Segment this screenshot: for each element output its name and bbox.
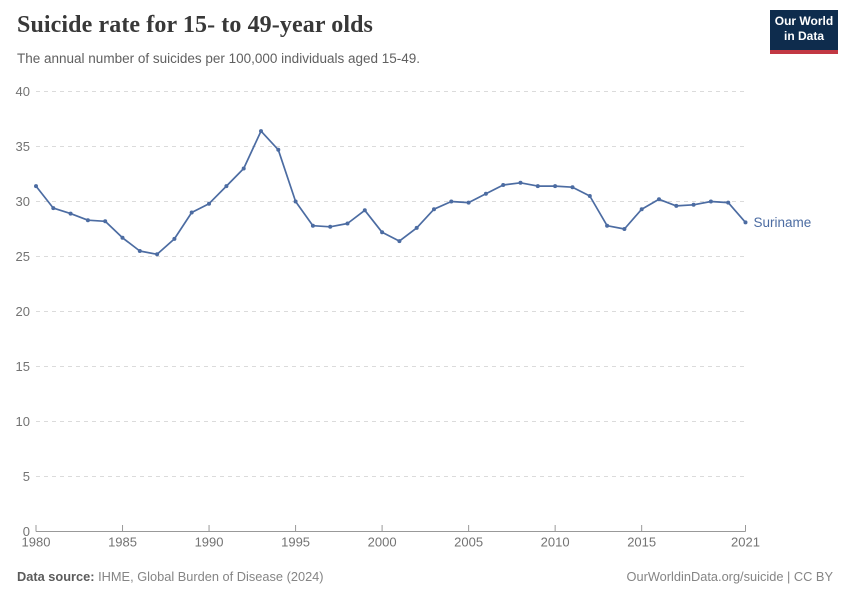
chart-subtitle: The annual number of suicides per 100,00… [17, 51, 421, 66]
data-point [743, 220, 748, 225]
data-point [293, 199, 298, 204]
x-tick-label: 2000 [368, 535, 397, 550]
data-point [483, 191, 488, 196]
data-point [68, 211, 73, 216]
data-point [449, 199, 454, 204]
data-point [570, 185, 575, 190]
owid-logo: Our World in Data [770, 10, 838, 54]
data-point [189, 210, 194, 215]
data-point [674, 203, 679, 208]
data-point [34, 184, 38, 189]
data-source-label: Data source: [17, 569, 95, 584]
data-points [34, 129, 748, 257]
x-axis [35, 525, 746, 532]
data-point [85, 218, 90, 223]
y-tick-label: 25 [16, 249, 30, 264]
data-point [501, 183, 506, 187]
y-tick-label: 40 [16, 84, 30, 99]
y-tick-label: 20 [16, 304, 30, 319]
x-tick-label: 2021 [731, 535, 760, 550]
x-tick-label: 2005 [454, 535, 483, 550]
entity-label: Suriname [754, 215, 812, 230]
data-source-value: IHME, Global Burden of Disease (2024) [94, 569, 324, 584]
data-point [535, 184, 540, 189]
logo-line1: Our World [774, 14, 834, 28]
data-point [224, 184, 229, 189]
data-point [553, 184, 558, 189]
data-point [605, 223, 610, 228]
data-point [103, 219, 108, 224]
y-tick-label: 10 [16, 414, 30, 429]
x-axis-labels: 1980 1985 1990 1995 2000 2005 2010 2015 2021 [22, 535, 760, 550]
x-tick-label: 1990 [195, 535, 224, 550]
data-point [241, 166, 246, 171]
data-point [726, 200, 731, 205]
x-tick-label: 1980 [22, 535, 51, 550]
attribution-text: OurWorldinData.org/suicide | CC BY [626, 569, 834, 584]
data-point [120, 235, 125, 240]
data-point [362, 208, 367, 213]
data-point [622, 227, 627, 231]
y-axis-labels: 0 5 10 15 20 25 30 35 40 [16, 84, 30, 539]
y-tick-label: 0 [23, 524, 30, 539]
data-point [414, 225, 419, 230]
y-tick-label: 35 [16, 139, 30, 154]
data-point [328, 224, 333, 229]
data-point [345, 221, 350, 226]
data-point [310, 223, 315, 228]
x-tick-label: 1995 [281, 535, 310, 550]
data-point [155, 252, 160, 257]
chart-title: Suicide rate for 15- to 49-year olds [17, 12, 373, 38]
data-point [137, 249, 142, 253]
data-point [587, 194, 592, 198]
data-point [397, 239, 402, 244]
data-point [466, 200, 471, 205]
y-tick-label: 5 [23, 469, 30, 484]
data-point [708, 199, 713, 204]
x-tick-label: 2015 [627, 535, 656, 550]
data-point [518, 180, 523, 185]
data-point [657, 197, 661, 202]
data-point [639, 207, 644, 212]
data-source: Data source: IHME, Global Burden of Dise… [17, 569, 324, 584]
data-point [432, 207, 436, 212]
data-point [380, 230, 385, 235]
data-point [172, 236, 177, 241]
data-line [35, 130, 747, 256]
data-point [259, 129, 263, 134]
y-tick-label: 30 [16, 194, 30, 209]
logo-line2: in Data [783, 29, 824, 43]
data-point [691, 202, 696, 207]
data-point [276, 147, 281, 152]
x-tick-label: 2010 [541, 535, 570, 550]
data-point [51, 206, 56, 211]
y-tick-label: 15 [16, 359, 30, 374]
data-point [207, 201, 211, 206]
x-tick-label: 1985 [108, 535, 137, 550]
y-gridlines [36, 91, 748, 477]
